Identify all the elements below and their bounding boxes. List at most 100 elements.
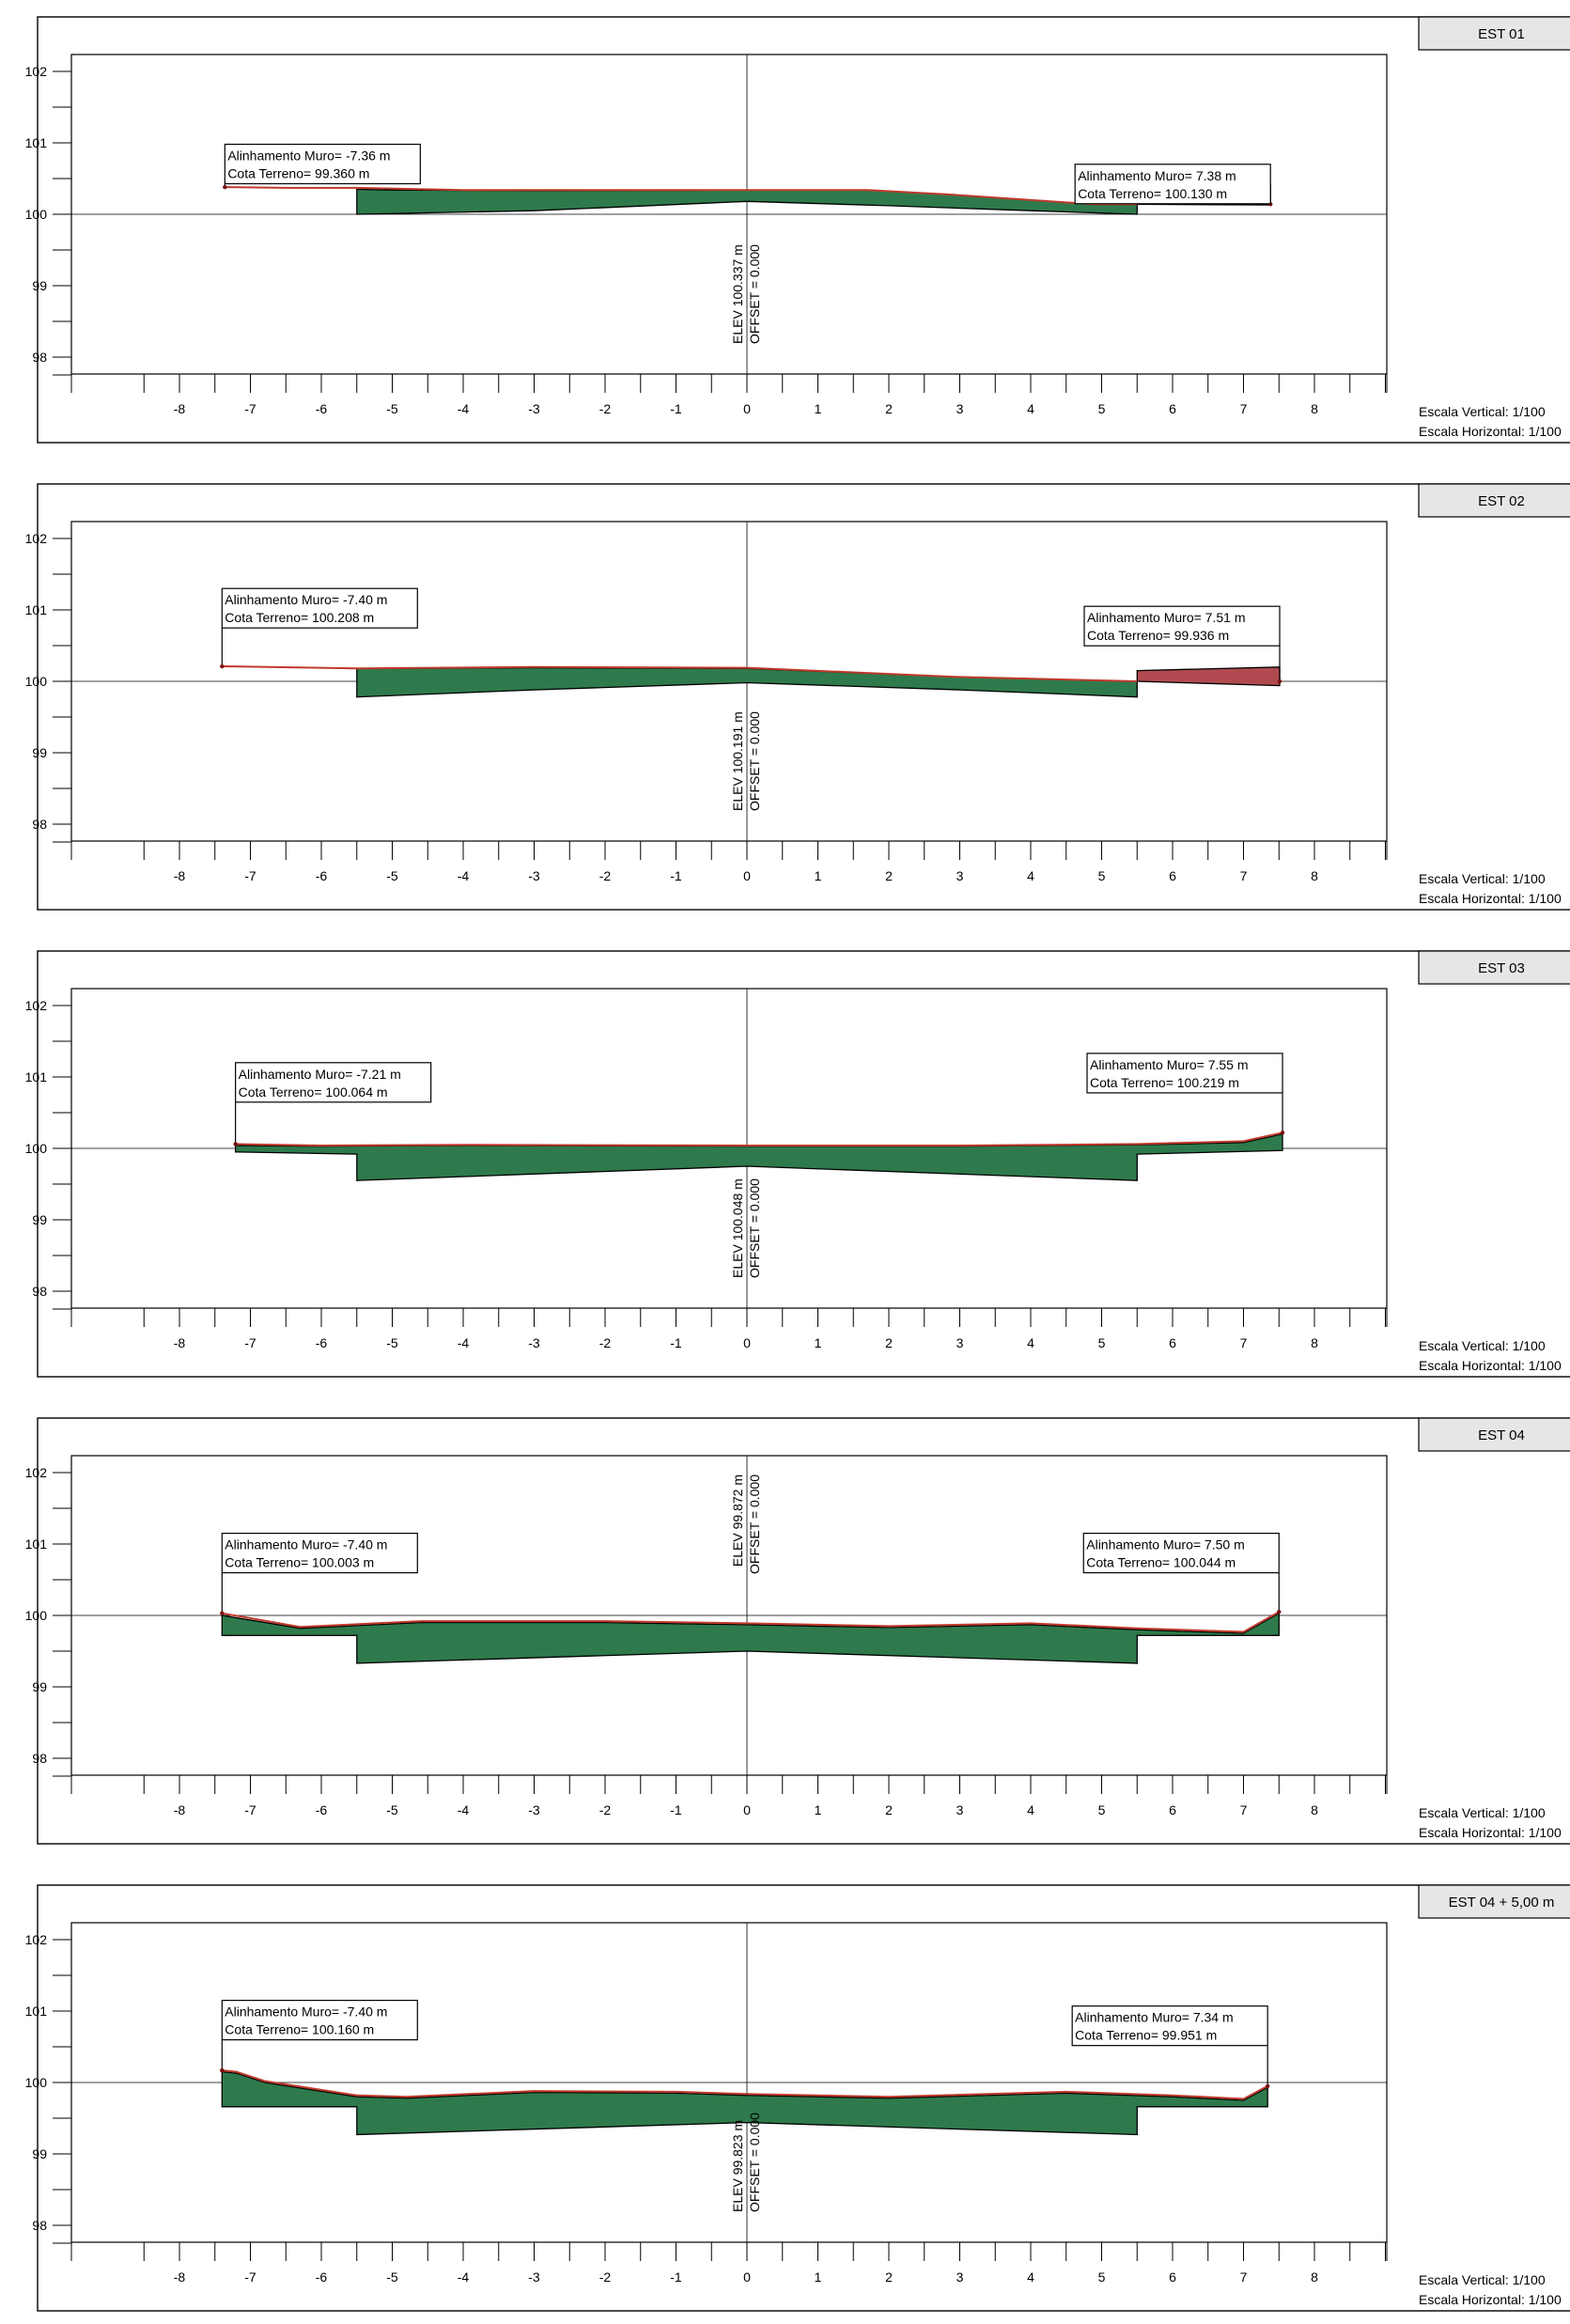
x-tick-label: -7 xyxy=(244,868,256,883)
x-tick-label: 4 xyxy=(1027,2269,1034,2285)
cota-terreno-text: Cota Terreno= 100.003 m xyxy=(225,1555,374,1570)
x-tick-label: -6 xyxy=(316,401,328,416)
panel-frame xyxy=(37,483,1570,911)
panel-frame xyxy=(37,1884,1570,2312)
section-title-box xyxy=(1418,483,1570,518)
cota-terreno-text: Cota Terreno= 100.130 m xyxy=(1078,186,1227,201)
x-tick-label: 5 xyxy=(1098,1335,1106,1350)
y-tick-label: 102 xyxy=(25,1932,48,1947)
x-tick-label: 0 xyxy=(743,868,751,883)
x-tick-label: 7 xyxy=(1240,868,1248,883)
label-box xyxy=(1082,1532,1280,1574)
x-tick-label: 0 xyxy=(743,2269,751,2285)
x-tick-label: -1 xyxy=(670,2269,682,2285)
y-tick-label: 99 xyxy=(32,1212,47,1227)
x-tick-label: 1 xyxy=(815,1802,822,1817)
x-tick-label: 5 xyxy=(1098,1802,1106,1817)
y-tick-label: 99 xyxy=(32,2146,47,2161)
x-tick-label: -4 xyxy=(458,1802,470,1817)
y-tick-label: 102 xyxy=(25,1465,48,1480)
terrain-line xyxy=(225,186,1138,206)
terrain-line xyxy=(235,1131,1283,1147)
x-tick-label: 3 xyxy=(956,1802,964,1817)
x-tick-label: -2 xyxy=(599,1335,612,1350)
x-tick-label: -3 xyxy=(528,868,540,883)
x-tick-label: 8 xyxy=(1311,1802,1318,1817)
cross-section-4: EST 04 98 99 100 101 102 -8 -7 -6 -5 -4 -3 -2 -1 0 1 2 3 4… xyxy=(25,1417,1570,1845)
label-point xyxy=(1277,1610,1282,1614)
x-tick-label: -7 xyxy=(244,2269,256,2285)
x-tick-label: 6 xyxy=(1169,868,1176,883)
terrain-line xyxy=(222,1611,1280,1633)
label-point xyxy=(233,1142,238,1146)
fill-area xyxy=(234,1132,1283,1181)
x-tick-label: -2 xyxy=(599,2269,612,2285)
scale-vertical: Escala Vertical: 1/100 xyxy=(1419,1805,1546,1820)
alinhamento-muro-text: Alinhamento Muro= 7.34 m xyxy=(1075,2010,1233,2025)
x-tick-label: -2 xyxy=(599,868,612,883)
label-point xyxy=(223,184,227,190)
x-tick-label: 1 xyxy=(815,2269,822,2285)
x-tick-label: 3 xyxy=(956,2269,964,2285)
center-elev-label: ELEV 100.337 m xyxy=(730,244,745,344)
x-tick-label: 3 xyxy=(956,1335,964,1350)
section-title-box xyxy=(1418,1417,1570,1452)
x-tick-label: -3 xyxy=(528,1335,540,1350)
x-tick-label: -6 xyxy=(316,2269,328,2285)
x-tick-label: 3 xyxy=(956,401,964,416)
x-tick-label: 0 xyxy=(743,1335,751,1350)
center-offset-group: OFFSET = 0.000 xyxy=(747,2113,762,2212)
label-box xyxy=(235,1062,432,1103)
alinhamento-muro-text: Alinhamento Muro= 7.38 m xyxy=(1078,168,1236,183)
scale-vertical: Escala Vertical: 1/100 xyxy=(1419,2272,1546,2287)
x-tick-label: -4 xyxy=(458,1335,470,1350)
x-tick-label: 2 xyxy=(885,401,893,416)
y-tick-label: 99 xyxy=(32,278,47,293)
x-tick-label: 2 xyxy=(885,2269,893,2285)
center-elev-group: ELEV 100.048 m xyxy=(730,1178,745,1278)
x-tick-label: 8 xyxy=(1311,2269,1318,2285)
center-elev-label: ELEV 99.872 m xyxy=(730,1474,745,1567)
label-point xyxy=(220,2067,225,2073)
label-box xyxy=(1071,2005,1268,2047)
center-elev-label: ELEV 100.191 m xyxy=(730,711,745,811)
y-tick-label: 100 xyxy=(25,1141,48,1156)
section-title: EST 04 + 5,00 m xyxy=(1449,1895,1555,1911)
label-point xyxy=(1277,678,1282,684)
label-box xyxy=(1074,164,1271,205)
fill-area xyxy=(221,2070,1268,2136)
scale-horizontal: Escala Horizontal: 1/100 xyxy=(1419,2292,1562,2307)
section-title-box xyxy=(1418,16,1570,51)
alinhamento-muro-text: Alinhamento Muro= -7.36 m xyxy=(227,148,390,164)
alinhamento-muro-text: Alinhamento Muro= -7.40 m xyxy=(225,1537,387,1552)
y-tick-label: 98 xyxy=(32,1284,47,1299)
x-tick-label: -1 xyxy=(670,1335,682,1350)
x-tick-label: 4 xyxy=(1027,1802,1034,1817)
center-offset-group: OFFSET = 0.000 xyxy=(747,244,762,344)
x-tick-label: -5 xyxy=(386,1802,398,1817)
scale-horizontal: Escala Horizontal: 1/100 xyxy=(1419,424,1562,439)
cota-terreno-text: Cota Terreno= 100.044 m xyxy=(1086,1555,1236,1570)
alinhamento-muro-text: Alinhamento Muro= 7.51 m xyxy=(1087,610,1245,625)
x-tick-label: 4 xyxy=(1027,1335,1034,1350)
x-tick-label: -3 xyxy=(528,2269,540,2285)
x-tick-label: 4 xyxy=(1027,868,1034,883)
center-elev-group: ELEV 99.872 m xyxy=(730,1474,745,1567)
center-elev-group: ELEV 99.823 m xyxy=(730,2120,745,2212)
center-offset-label: OFFSET = 0.000 xyxy=(747,711,762,811)
x-tick-label: -5 xyxy=(386,401,398,416)
y-tick-label: 100 xyxy=(25,207,48,222)
x-tick-label: -7 xyxy=(244,1335,256,1350)
cota-terreno-text: Cota Terreno= 99.951 m xyxy=(1075,2028,1217,2043)
section-title: EST 02 xyxy=(1478,493,1525,509)
center-offset-group: OFFSET = 0.000 xyxy=(747,1178,762,1278)
center-offset-label: OFFSET = 0.000 xyxy=(747,1474,762,1574)
cota-terreno-text: Cota Terreno= 99.360 m xyxy=(227,166,369,181)
x-tick-label: 3 xyxy=(956,868,964,883)
y-tick-label: 98 xyxy=(32,817,47,832)
center-elev-group: ELEV 100.337 m xyxy=(730,244,745,344)
y-tick-label: 102 xyxy=(25,998,48,1013)
label-box xyxy=(1083,605,1281,647)
